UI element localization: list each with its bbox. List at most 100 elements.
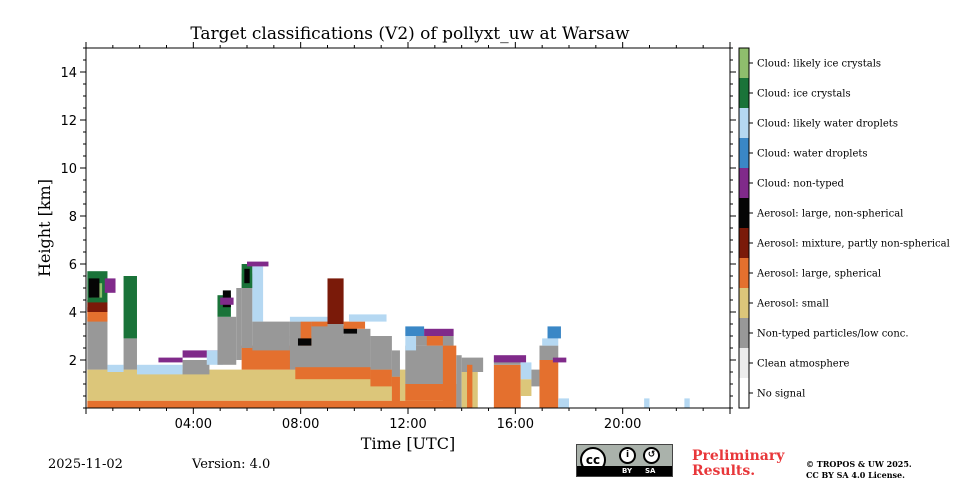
y-tick-label: 2 [69,354,77,369]
legend-swatch [739,258,749,288]
y-axis-label: Height [km] [35,179,54,277]
chart-title: Target classifications (V2) of pollyxt_u… [190,24,630,44]
class-region-70 [644,398,650,408]
legend-swatch [739,138,749,168]
x-tick-label: 12:00 [389,417,426,432]
preliminary-results-label: Preliminary Results. [692,448,785,479]
class-region-10 [123,276,137,339]
legend-label: Non-typed particles/low conc. [757,329,909,340]
class-region-20 [220,297,234,305]
class-region-64 [539,360,559,408]
class-region-25 [244,268,250,284]
legend-label: Cloud: water droplets [757,149,868,160]
x-tick-label: 04:00 [175,417,212,432]
class-region-39 [343,326,358,334]
class-region-42 [370,369,392,387]
copyright-line-1: © TROPOS & UW 2025. [806,459,912,469]
class-region-68 [552,357,567,363]
class-region-26 [252,266,264,322]
class-region-36 [289,316,328,322]
y-tick-label: 8 [69,210,77,225]
legend-swatch [739,78,749,108]
legend-label: No signal [757,389,805,400]
class-region-58 [493,364,521,408]
legend-label: Aerosol: small [756,299,829,310]
class-region-52 [426,336,443,346]
version-label: Version: 4.0 [192,457,271,472]
class-region-60 [493,355,527,363]
class-region-63 [531,369,540,387]
legend-swatch [739,228,749,258]
legend-swatch [739,168,749,198]
class-region-1 [87,400,457,408]
class-region-33 [297,338,312,346]
license-bar [577,466,672,476]
class-region-48 [405,336,417,351]
class-region-32 [300,321,312,346]
legend-label: Clean atmosphere [757,359,850,370]
class-region-17 [217,316,237,365]
legend-swatch [739,198,749,228]
y-tick-label: 12 [60,114,77,129]
class-region-4 [107,364,124,372]
legend-label: Cloud: likely water droplets [757,119,898,130]
class-region-71 [684,398,690,408]
class-region-13 [158,357,183,363]
class-region-28 [247,261,269,267]
class-region-50 [405,326,425,336]
legend-swatch [739,318,749,348]
class-region-45 [391,376,400,404]
legend-label: Aerosol: large, non-spherical [756,209,903,220]
class-region-62 [520,362,532,380]
legend-label: Aerosol: large, spherical [756,269,881,280]
class-region-53 [442,345,457,408]
class-region-15 [182,350,218,358]
class-region-9 [88,278,100,298]
legend-label: Cloud: ice crystals [757,89,851,100]
class-region-65 [539,345,559,360]
legend-label: Cloud: likely ice crystals [757,59,881,70]
class-region-11 [104,278,116,293]
legend-swatch [739,378,749,408]
y-tick-label: 4 [69,306,77,321]
class-region-43 [370,336,392,370]
x-tick-label: 16:00 [497,417,534,432]
x-tick-label: 08:00 [282,417,319,432]
legend-label: Aerosol: mixture, partly non-spherical [756,239,950,250]
legend-label: Cloud: non-typed [757,179,845,190]
class-region-14 [182,360,210,375]
attribution-icon: i [619,447,636,464]
class-region-61 [520,379,532,396]
class-region-23 [241,273,253,348]
by-label: BY [622,467,633,475]
class-region-2 [87,316,108,370]
sa-label: SA [645,467,656,475]
class-region-37 [327,278,344,324]
share-alike-icon: ↺ [643,447,660,464]
class-region-3 [123,338,137,370]
x-tick-label: 20:00 [604,417,641,432]
legend-swatch [739,288,749,318]
class-region-57 [467,364,473,408]
class-region-67 [547,326,561,339]
class-region-30 [295,367,371,380]
cc-license-badge[interactable]: cc i ↺ BY SA [576,444,673,477]
copyright-notice: © TROPOS & UW 2025. CC BY SA 4.0 License… [806,459,956,481]
class-region-6 [87,300,108,312]
class-region-12 [136,364,183,375]
class-region-51 [424,328,454,336]
class-region-40 [343,321,366,329]
class-region-44 [391,350,400,377]
legend-swatch [739,348,749,378]
class-region-27 [252,321,290,351]
y-tick-label: 6 [69,258,77,273]
class-region-35 [311,319,328,327]
class-region-66 [542,338,559,346]
y-tick-label: 14 [60,66,77,81]
legend-swatch [739,108,749,138]
date-label: 2025-11-02 [48,457,123,472]
class-region-41 [348,314,387,322]
colorbar-frame [738,47,750,409]
y-tick-label: 10 [60,162,77,177]
